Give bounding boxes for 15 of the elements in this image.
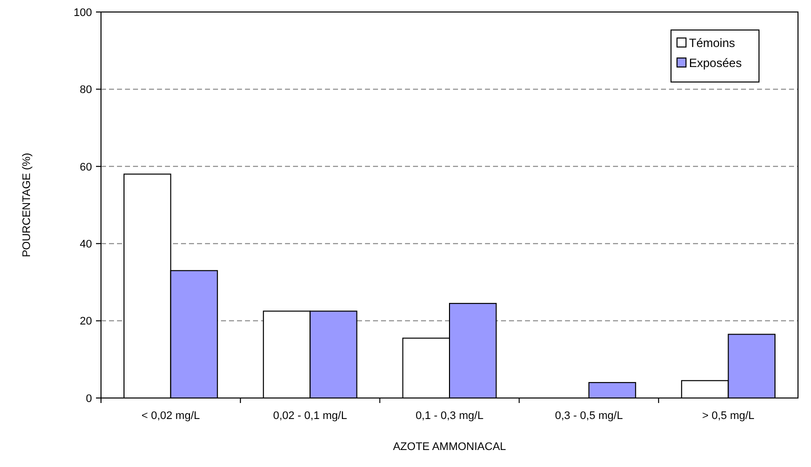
x-axis-title: AZOTE AMMONIACAL xyxy=(392,441,506,453)
x-tick-label: 0,3 - 0,5 mg/L xyxy=(554,410,623,422)
x-tick-label: > 0,5 mg/L xyxy=(702,410,754,422)
y-axis-title: POURCENTAGE (%) xyxy=(21,152,33,258)
y-tick-label: 0 xyxy=(86,392,92,405)
x-tick-label: 0,02 - 0,1 mg/L xyxy=(273,410,348,422)
y-tick-label: 80 xyxy=(80,84,92,96)
legend-label: Témoins xyxy=(689,36,736,50)
y-tick-label: 20 xyxy=(80,316,92,328)
legend-label: Exposées xyxy=(689,56,742,70)
y-tick-label: 60 xyxy=(80,161,92,174)
x-tick-label: 0,1 - 0,3 mg/L xyxy=(416,410,484,422)
y-tick-label: 40 xyxy=(80,238,92,250)
x-tick-label: < 0,02 mg/L xyxy=(141,410,200,422)
y-tick-label: 100 xyxy=(74,6,92,19)
